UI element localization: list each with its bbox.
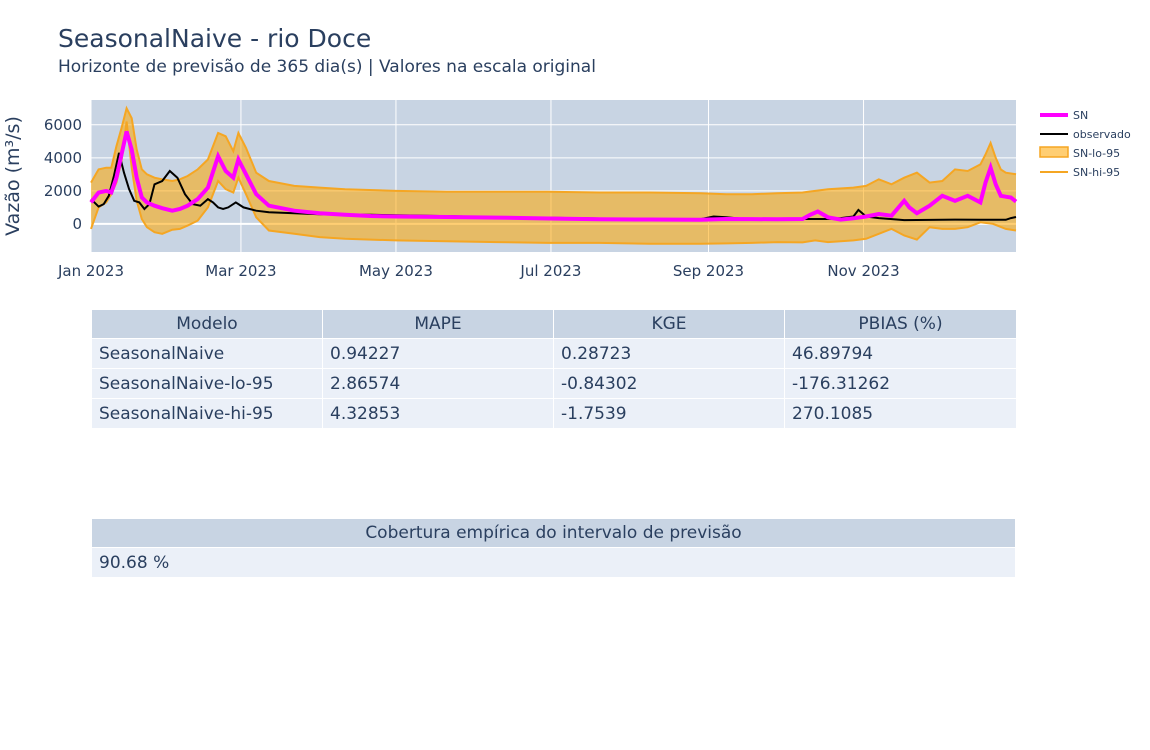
legend-item-sn-lo-95[interactable]: SN-lo-95 <box>1039 146 1120 160</box>
legend-item-sn-hi-95[interactable]: SN-hi-95 <box>1040 166 1120 179</box>
cell-kge: -0.84302 <box>553 368 785 399</box>
series-line-sn-lo-95[interactable] <box>90 121 1017 245</box>
cell-kge: 0.28723 <box>553 338 785 369</box>
table-row: SeasonalNaive-hi-95 4.32853 -1.7539 270.… <box>91 398 1017 429</box>
y-tick-label: 2000 <box>44 182 82 200</box>
x-tick-label: Sep 2023 <box>673 262 744 280</box>
y-tick-label: 0 <box>72 215 82 233</box>
header-modelo: Modelo <box>91 309 323 339</box>
header-mape: MAPE <box>322 309 554 339</box>
series-line-sn-hi-95[interactable] <box>90 105 1017 196</box>
cell-modelo: SeasonalNaive <box>91 338 323 369</box>
cell-mape: 2.86574 <box>322 368 554 399</box>
prediction-interval-band <box>91 108 1016 244</box>
legend-label-sn: SN <box>1073 109 1088 122</box>
y-axis-label: Vazão (m³/s) <box>2 116 24 236</box>
y-tick-label: 4000 <box>44 149 82 167</box>
cell-mape: 4.32853 <box>322 398 554 429</box>
metrics-header-row: Modelo MAPE KGE PBIAS (%) <box>91 309 1017 339</box>
x-axis-ticks: Jan 2023 Mar 2023 May 2023 Jul 2023 Sep 2023… <box>57 262 900 280</box>
legend-item-sn[interactable]: SN <box>1040 109 1088 122</box>
y-tick-label: 6000 <box>44 116 82 134</box>
cell-pbias: 270.1085 <box>784 398 1017 429</box>
legend-label-sn-lo-95: SN-lo-95 <box>1073 147 1120 160</box>
cell-pbias: 46.89794 <box>784 338 1017 369</box>
legend-label-sn-hi-95: SN-hi-95 <box>1073 166 1120 179</box>
chart-subtitle: Horizonte de previsão de 365 dia(s) | Va… <box>58 57 596 77</box>
coverage-header: Cobertura empírica do intervalo de previ… <box>91 518 1016 548</box>
x-tick-label: Nov 2023 <box>827 262 899 280</box>
x-tick-label: Jul 2023 <box>519 262 581 280</box>
legend-item-observado[interactable]: observado <box>1040 128 1131 141</box>
x-tick-label: Jan 2023 <box>57 262 124 280</box>
x-tick-label: Mar 2023 <box>205 262 276 280</box>
cell-mape: 0.94227 <box>322 338 554 369</box>
coverage-header-row: Cobertura empírica do intervalo de previ… <box>91 518 1016 548</box>
legend: SN observado SN-lo-95 SN-hi-95 <box>1039 109 1131 179</box>
series-line-observado[interactable] <box>90 152 1017 222</box>
table-row: 90.68 % <box>91 547 1016 578</box>
x-tick-label: May 2023 <box>359 262 433 280</box>
coverage-table: Cobertura empírica do intervalo de previ… <box>91 518 1016 578</box>
cell-pbias: -176.31262 <box>784 368 1017 399</box>
chart-title: SeasonalNaive - rio Doce <box>58 24 372 53</box>
metrics-table: Modelo MAPE KGE PBIAS (%) SeasonalNaive … <box>91 309 1017 429</box>
table-row: SeasonalNaive 0.94227 0.28723 46.89794 <box>91 338 1017 369</box>
cell-kge: -1.7539 <box>553 398 785 429</box>
forecast-chart: Jan 2023 Mar 2023 May 2023 Jul 2023 Sep 2023… <box>2 100 1131 280</box>
series-line-sn[interactable] <box>89 130 1018 222</box>
header-kge: KGE <box>553 309 785 339</box>
y-axis-ticks: 0 2000 4000 6000 <box>44 116 82 233</box>
table-row: SeasonalNaive-lo-95 2.86574 -0.84302 -17… <box>91 368 1017 399</box>
cell-modelo: SeasonalNaive-hi-95 <box>91 398 323 429</box>
legend-label-observado: observado <box>1073 128 1131 141</box>
cell-modelo: SeasonalNaive-lo-95 <box>91 368 323 399</box>
header-pbias: PBIAS (%) <box>784 309 1017 339</box>
coverage-value: 90.68 % <box>91 547 1016 578</box>
